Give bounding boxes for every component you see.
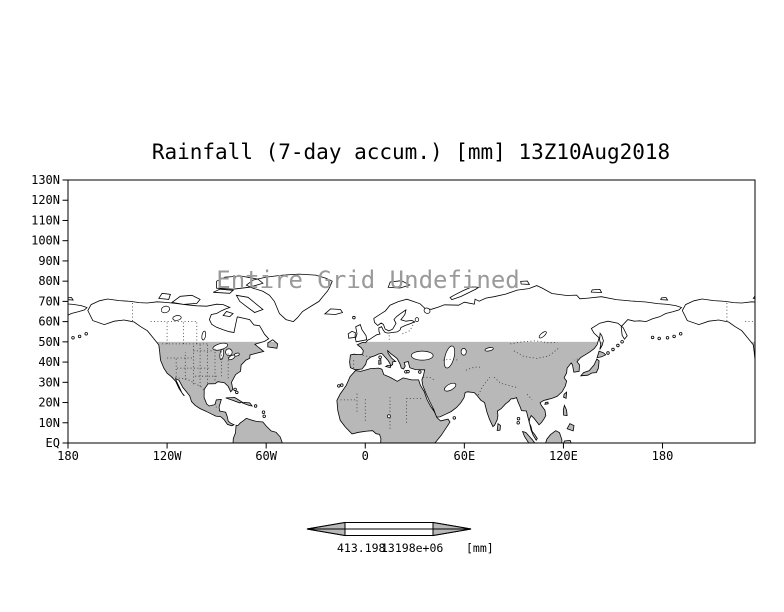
small-island bbox=[378, 355, 382, 359]
lake bbox=[414, 317, 420, 322]
y-axis-label: 80N bbox=[38, 274, 60, 288]
lake bbox=[219, 348, 225, 361]
y-axis-label: 130N bbox=[31, 173, 60, 187]
plot-frame bbox=[67, 179, 756, 444]
x-axis-label: 180 bbox=[57, 449, 79, 463]
y-axis-label: 100N bbox=[31, 234, 60, 248]
political-border bbox=[574, 357, 581, 361]
y-axis-label: 50N bbox=[38, 335, 60, 349]
small-island bbox=[516, 417, 521, 421]
colorbar-right-label: 13198e+06 bbox=[381, 541, 443, 555]
y-axis-label: EQ bbox=[46, 436, 60, 450]
small-island bbox=[611, 347, 615, 352]
political-border bbox=[478, 377, 491, 396]
colorbar-unit-label: [mm] bbox=[466, 541, 494, 555]
y-axis-label: 10N bbox=[38, 416, 60, 430]
small-island bbox=[337, 384, 341, 388]
small-island bbox=[606, 351, 610, 355]
y-axis-label: 20N bbox=[38, 396, 60, 410]
y-axis-label: 90N bbox=[38, 254, 60, 268]
x-axis-label: 60W bbox=[255, 449, 277, 463]
small-island bbox=[616, 343, 620, 348]
small-island bbox=[672, 334, 676, 339]
small-island bbox=[679, 332, 683, 336]
small-island bbox=[63, 337, 66, 340]
political-border bbox=[423, 376, 435, 381]
political-border bbox=[171, 376, 205, 391]
lake bbox=[755, 305, 765, 314]
small-island bbox=[235, 390, 239, 395]
lake bbox=[160, 305, 170, 314]
political-border bbox=[513, 347, 559, 359]
colorbar: 413.198 13198e+06 [mm] bbox=[306, 521, 494, 555]
small-island bbox=[26, 341, 29, 344]
political-border bbox=[362, 355, 371, 358]
political-border bbox=[510, 340, 558, 345]
small-island bbox=[650, 335, 655, 340]
lake bbox=[443, 345, 456, 369]
y-axis-label: 60N bbox=[38, 315, 60, 329]
y-axis-label: 70N bbox=[38, 294, 60, 308]
political-border bbox=[767, 377, 784, 390]
small-island bbox=[657, 336, 661, 341]
y-axis-label: 120N bbox=[31, 193, 60, 207]
small-island bbox=[17, 348, 20, 351]
lake bbox=[233, 352, 240, 357]
political-border bbox=[465, 366, 483, 371]
small-island bbox=[233, 387, 237, 392]
world-map bbox=[12, 273, 784, 443]
lake bbox=[538, 331, 547, 339]
plot-title: Rainfall (7-day accum.) [mm] 13Z10Aug201… bbox=[152, 140, 670, 164]
grid-undefined-message: Entire Grid Undefined bbox=[216, 266, 519, 294]
small-island bbox=[262, 414, 266, 418]
y-axis-label: 110N bbox=[31, 213, 60, 227]
x-axis-label: 120W bbox=[153, 449, 183, 463]
small-island bbox=[665, 336, 670, 340]
small-island bbox=[22, 344, 25, 347]
small-island bbox=[261, 410, 266, 414]
small-island bbox=[84, 332, 88, 336]
lake bbox=[767, 315, 776, 321]
lake bbox=[225, 348, 233, 356]
colorbar-left-label: 413.198 bbox=[337, 541, 386, 555]
small-island bbox=[452, 416, 456, 420]
y-axis-label: 40N bbox=[38, 355, 60, 369]
lake bbox=[410, 350, 434, 361]
lake bbox=[460, 348, 467, 356]
coastlines bbox=[68, 273, 755, 443]
small-island bbox=[77, 334, 82, 339]
small-island bbox=[71, 336, 75, 340]
small-island bbox=[352, 315, 356, 320]
lake bbox=[423, 307, 431, 314]
x-axis-label: 120E bbox=[549, 449, 578, 463]
y-axis-label: 30N bbox=[38, 375, 60, 389]
x-axis-label: 0 bbox=[362, 449, 369, 463]
small-island bbox=[516, 421, 520, 425]
axes: 130N 120N 110N 100N 90N 80N 70N 60N 50N 40N 30N 20N… bbox=[31, 173, 673, 463]
small-island bbox=[620, 340, 624, 344]
small-island bbox=[418, 370, 422, 374]
x-axis-label: 60E bbox=[454, 449, 476, 463]
small-island bbox=[406, 369, 410, 374]
small-island bbox=[12, 352, 15, 355]
lake bbox=[387, 414, 391, 419]
x-axis-label: 180 bbox=[652, 449, 674, 463]
lake bbox=[201, 330, 207, 341]
lake bbox=[172, 315, 182, 321]
lake bbox=[444, 382, 457, 392]
lake bbox=[484, 347, 494, 352]
political-border bbox=[526, 394, 533, 400]
small-island bbox=[340, 383, 344, 387]
small-island bbox=[253, 404, 258, 408]
